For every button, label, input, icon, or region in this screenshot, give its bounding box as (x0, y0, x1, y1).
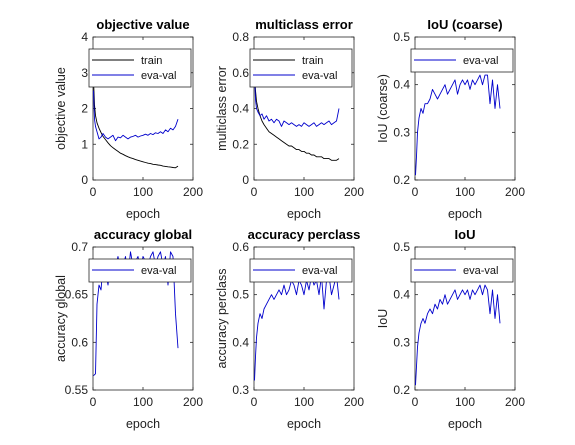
chart-2-x-tick-label: 200 (344, 185, 364, 199)
chart-4-y-axis-label: accuracy global (54, 275, 68, 362)
chart-2-legend-label: eva-val (302, 70, 337, 82)
chart-5-series-eva-val-line (254, 275, 340, 381)
chart-1-y-tick-label: 0 (81, 173, 88, 187)
chart-5-x-tick-label: 0 (251, 395, 258, 409)
chart-5-y-tick-label: 0.3 (232, 383, 249, 397)
chart-4-legend (88, 258, 192, 283)
chart-1-title: objective value (96, 17, 189, 32)
chart-6-x-axis-label: epoch (448, 417, 482, 431)
chart-3-y-tick-label: 0.3 (393, 125, 410, 139)
chart-2-series-train-line (254, 69, 340, 161)
chart-6-y-tick-label: 0.2 (393, 383, 410, 397)
chart-4-y-tick-label: 0.55 (65, 383, 89, 397)
chart-3-y-axis-label: IoU (coarse) (376, 74, 390, 143)
chart-1-x-tick-label: 100 (133, 185, 153, 199)
chart-1-x-tick-label: 0 (90, 185, 97, 199)
chart-2-legend (249, 48, 353, 88)
chart-1-y-tick-label: 4 (81, 30, 88, 44)
chart-2-y-tick-label: 0.6 (232, 66, 249, 80)
chart-3-series-eva-val-line (415, 74, 501, 176)
chart-6-title: IoU (455, 227, 476, 242)
chart-4-x-tick-label: 0 (90, 395, 97, 409)
chart-5-title: accuracy perclass (248, 227, 361, 242)
chart-1-legend-label: eva-val (141, 70, 176, 82)
chart-4-x-tick-label: 100 (133, 395, 153, 409)
chart-5-legend (249, 258, 353, 283)
chart-2-y-axis-label: multiclass error (215, 66, 229, 151)
chart-5-y-axis-label: accuracy perclass (215, 268, 229, 368)
chart-1-legend-label: train (141, 55, 162, 67)
chart-3-x-tick-label: 0 (412, 185, 419, 199)
chart-4-x-axis-label: epoch (126, 417, 160, 431)
chart-5-x-tick-label: 200 (344, 395, 364, 409)
chart-4-legend-label: eva-val (141, 265, 176, 277)
chart-6-x-tick-label: 100 (455, 395, 475, 409)
chart-6-y-tick-label: 0.3 (393, 335, 410, 349)
chart-5-y-tick-label: 0.4 (232, 335, 249, 349)
chart-2-legend-label: train (302, 55, 323, 67)
chart-6-x-tick-label: 200 (505, 395, 525, 409)
chart-1-y-tick-label: 2 (81, 102, 88, 116)
chart-3-legend-label: eva-val (463, 55, 498, 67)
chart-3-x-tick-label: 100 (455, 185, 475, 199)
chart-2-x-tick-label: 0 (251, 185, 258, 199)
chart-4-y-tick-label: 0.7 (71, 240, 88, 254)
chart-4-title: accuracy global (94, 227, 192, 242)
chart-6-y-axis-label: IoU (376, 309, 390, 328)
chart-4-y-tick-label: 0.65 (65, 288, 89, 302)
chart-5-y-tick-label: 0.5 (232, 288, 249, 302)
chart-1-x-tick-label: 200 (183, 185, 203, 199)
chart-1-legend (88, 48, 192, 88)
chart-5-x-tick-label: 100 (294, 395, 314, 409)
chart-3-title: IoU (coarse) (427, 17, 502, 32)
chart-3-y-tick-label: 0.4 (393, 78, 410, 92)
chart-3-legend (410, 48, 514, 73)
chart-2-x-axis-label: epoch (287, 207, 321, 221)
chart-1-y-tick-label: 3 (81, 66, 88, 80)
chart-5-legend-label: eva-val (302, 265, 337, 277)
chart-1-y-axis-label: objective value (54, 67, 68, 150)
chart-2-y-tick-label: 0.4 (232, 102, 249, 116)
chart-2-y-tick-label: 0 (242, 173, 249, 187)
chart-1-y-tick-label: 1 (81, 137, 88, 151)
chart-3-x-tick-label: 200 (505, 185, 525, 199)
chart-3-y-tick-label: 0.5 (393, 30, 410, 44)
chart-5-x-axis-label: epoch (287, 417, 321, 431)
chart-6-x-tick-label: 0 (412, 395, 419, 409)
chart-1-series-train-line (93, 79, 179, 169)
chart-1-x-axis-label: epoch (126, 207, 160, 221)
chart-2-y-tick-label: 0.8 (232, 30, 249, 44)
chart-5-y-tick-label: 0.6 (232, 240, 249, 254)
chart-6-legend (410, 258, 514, 283)
chart-1-series-eva-val-line (93, 90, 179, 142)
chart-3-y-tick-label: 0.2 (393, 173, 410, 187)
chart-6-legend-label: eva-val (463, 265, 498, 277)
chart-4-x-tick-label: 200 (183, 395, 203, 409)
chart-6-y-tick-label: 0.5 (393, 240, 410, 254)
chart-2-y-tick-label: 0.2 (232, 137, 249, 151)
chart-6-y-tick-label: 0.4 (393, 288, 410, 302)
chart-6-series-eva-val-line (415, 284, 501, 386)
chart-2-x-tick-label: 100 (294, 185, 314, 199)
chart-2-title: multiclass error (255, 17, 353, 32)
chart-2-series-eva-val-line (254, 72, 340, 127)
chart-4-y-tick-label: 0.6 (71, 335, 88, 349)
chart-3-x-axis-label: epoch (448, 207, 482, 221)
